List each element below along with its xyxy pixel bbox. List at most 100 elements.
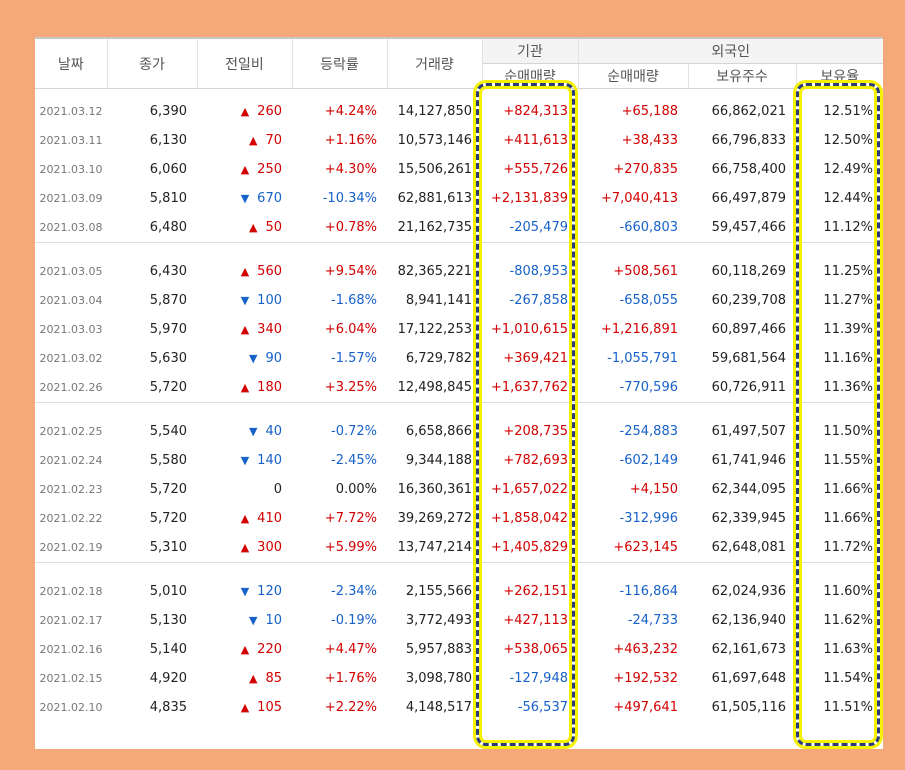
table-row: 2021.02.18 5,010 ▼ 120 -2.34% 2,155,566 +262,1… <box>35 577 883 606</box>
institution-net-cell: +555,726 <box>503 162 568 177</box>
separator-cell <box>35 402 883 417</box>
institution-net-cell: +2,131,839 <box>490 191 568 206</box>
volume-cell: 62,881,613 <box>397 191 472 206</box>
change-value: 260 <box>257 104 282 119</box>
foreign-ratio-cell: 11.39% <box>823 322 873 337</box>
foreign-ratio-cell: 11.16% <box>823 351 873 366</box>
table-body: 2021.03.12 6,390 ▲ 260 +4.24% 14,127,850 +824,… <box>35 89 883 723</box>
change-value: 10 <box>265 613 282 628</box>
separator-cell <box>35 562 883 577</box>
header-volume: 거래량 <box>387 37 483 89</box>
close-cell: 5,580 <box>149 453 187 468</box>
foreign-net-cell: -770,596 <box>619 380 678 395</box>
separator-cell <box>35 242 883 257</box>
change-cell: ▲ 180 <box>197 373 292 403</box>
volume-cell: 14,127,850 <box>397 104 472 119</box>
rate-cell: -0.72% <box>331 424 377 439</box>
change-value: 410 <box>257 511 282 526</box>
foreign-holdings-cell: 62,136,940 <box>711 613 786 628</box>
date-cell: 2021.02.24 <box>39 454 103 467</box>
date-cell: 2021.03.03 <box>39 323 103 336</box>
close-cell: 5,130 <box>149 613 187 628</box>
close-cell: 5,630 <box>149 351 187 366</box>
foreign-ratio-cell: 11.62% <box>823 613 873 628</box>
table-row: 2021.02.16 5,140 ▲ 220 +4.47% 5,957,883 +538,0… <box>35 635 883 664</box>
group-separator <box>35 242 883 257</box>
foreign-ratio-cell: 12.50% <box>823 133 873 148</box>
foreign-net-cell: +508,561 <box>613 264 678 279</box>
foreign-ratio-cell: 11.55% <box>823 453 873 468</box>
table-row: 2021.02.26 5,720 ▲ 180 +3.25% 12,498,845 +1,63… <box>35 373 883 403</box>
close-cell: 6,390 <box>149 104 187 119</box>
foreign-holdings-cell: 60,118,269 <box>711 264 786 279</box>
close-cell: 5,970 <box>149 322 187 337</box>
institution-net-cell: -808,953 <box>509 264 568 279</box>
close-cell: 5,870 <box>149 293 187 308</box>
date-cell: 2021.02.19 <box>39 541 103 554</box>
table-row: 2021.02.17 5,130 ▼ 10 -0.19% 3,772,493 +427,11… <box>35 606 883 635</box>
institution-net-cell: +262,151 <box>503 584 568 599</box>
foreign-holdings-cell: 62,648,081 <box>711 540 786 555</box>
separator-cell <box>35 89 883 98</box>
table-row: 2021.03.11 6,130 ▲ 70 +1.16% 10,573,146 +411,6… <box>35 126 883 155</box>
foreign-ratio-cell: 11.66% <box>823 482 873 497</box>
change-value: 340 <box>257 322 282 337</box>
table-row: 2021.03.12 6,390 ▲ 260 +4.24% 14,127,850 +824,… <box>35 97 883 126</box>
foreign-holdings-cell: 61,697,648 <box>711 671 786 686</box>
volume-cell: 39,269,272 <box>397 511 472 526</box>
date-cell: 2021.02.17 <box>39 614 103 627</box>
foreign-holdings-cell: 62,344,095 <box>711 482 786 497</box>
foreign-net-cell: -1,055,791 <box>607 351 678 366</box>
foreign-net-cell: -24,733 <box>627 613 678 628</box>
table-row: 2021.02.25 5,540 ▼ 40 -0.72% 6,658,866 +208,73… <box>35 417 883 446</box>
header-institution-group: 기관 <box>482 37 579 64</box>
rate-cell: +2.22% <box>324 700 377 715</box>
up-arrow-icon: ▲ <box>248 134 258 147</box>
change-cell: 0 <box>197 475 292 504</box>
table-row: 2021.02.15 4,920 ▲ 85 +1.76% 3,098,780 -127,94… <box>35 664 883 693</box>
change-cell: ▲ 560 <box>197 257 292 286</box>
date-cell: 2021.02.26 <box>39 381 103 394</box>
up-arrow-icon: ▲ <box>240 265 250 278</box>
date-cell: 2021.02.23 <box>39 483 103 496</box>
volume-cell: 3,772,493 <box>405 613 472 628</box>
volume-cell: 21,162,735 <box>397 220 472 235</box>
table-row: 2021.03.08 6,480 ▲ 50 +0.78% 21,162,735 -205,4… <box>35 213 883 243</box>
table-row: 2021.03.10 6,060 ▲ 250 +4.30% 15,506,261 +555,… <box>35 155 883 184</box>
rate-cell: +4.30% <box>324 162 377 177</box>
rate-cell: +6.04% <box>324 322 377 337</box>
header-close: 종가 <box>107 37 198 89</box>
change-cell: ▲ 50 <box>197 213 292 243</box>
foreign-net-cell: +497,641 <box>613 700 678 715</box>
change-value: 670 <box>257 191 282 206</box>
close-cell: 5,540 <box>149 424 187 439</box>
table-row: 2021.03.04 5,870 ▼ 100 -1.68% 8,941,141 -267,8… <box>35 286 883 315</box>
volume-cell: 3,098,780 <box>405 671 472 686</box>
foreign-ratio-cell: 11.25% <box>823 264 873 279</box>
foreign-net-cell: -602,149 <box>619 453 678 468</box>
rate-cell: -1.57% <box>331 351 377 366</box>
volume-cell: 5,957,883 <box>405 642 472 657</box>
volume-cell: 17,122,253 <box>397 322 472 337</box>
date-cell: 2021.02.10 <box>39 701 103 714</box>
change-value: 40 <box>265 424 282 439</box>
foreign-holdings-cell: 61,505,116 <box>711 700 786 715</box>
change-value: 180 <box>257 380 282 395</box>
group-separator <box>35 562 883 577</box>
foreign-holdings-cell: 62,339,945 <box>711 511 786 526</box>
change-value: 50 <box>265 220 282 235</box>
date-cell: 2021.03.02 <box>39 352 103 365</box>
change-value: 100 <box>257 293 282 308</box>
institution-net-cell: -267,858 <box>509 293 568 308</box>
change-value: 140 <box>257 453 282 468</box>
rate-cell: -1.68% <box>331 293 377 308</box>
down-arrow-icon: ▼ <box>240 294 250 307</box>
close-cell: 5,720 <box>149 511 187 526</box>
down-arrow-icon: ▼ <box>248 614 258 627</box>
up-arrow-icon: ▲ <box>240 163 250 176</box>
header-foreign-holdings: 보유주수 <box>688 63 797 89</box>
date-cell: 2021.02.16 <box>39 643 103 656</box>
change-cell: ▼ 10 <box>197 606 292 635</box>
header-institution-net: 순매매량 <box>482 63 579 89</box>
foreign-net-cell: -660,803 <box>619 220 678 235</box>
